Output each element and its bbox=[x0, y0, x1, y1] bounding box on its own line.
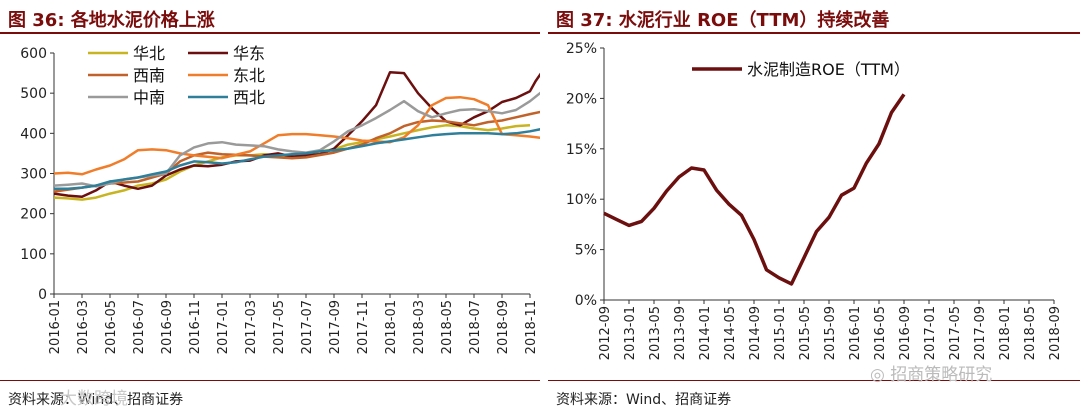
source-note: 资料来源：Wind、招商证券 bbox=[556, 392, 732, 408]
x-tick-label: 2018-01 bbox=[384, 300, 399, 354]
series-line-水泥制造ROE（TTM） bbox=[603, 93, 906, 286]
x-tick-label: 2018-07 bbox=[468, 300, 483, 354]
legend-label: 水泥制造ROE（TTM） bbox=[747, 60, 910, 79]
legend-label: 中南 bbox=[133, 88, 165, 107]
x-tick-label: 2012-09 bbox=[598, 306, 613, 360]
source-note: 资料来源：Wind、招商证券 bbox=[8, 392, 184, 408]
x-tick-label: 2017-03 bbox=[244, 300, 259, 354]
x-tick-label: 2017-05 bbox=[272, 300, 287, 354]
y-tick-label: 0% bbox=[575, 293, 597, 309]
x-tick-label: 2016-09 bbox=[160, 300, 175, 354]
chart-title-text: 水泥行业 ROE（TTM）持续改善 bbox=[618, 10, 890, 31]
legend-label: 华北 bbox=[133, 44, 165, 63]
y-tick-label: 25% bbox=[566, 41, 597, 57]
x-tick-label: 2017-01 bbox=[216, 300, 231, 354]
x-tick-label: 2016-05 bbox=[104, 300, 119, 354]
series-line-中南 bbox=[53, 91, 540, 188]
x-tick-label: 2018-05 bbox=[1023, 306, 1038, 360]
series-line-华北 bbox=[53, 124, 531, 201]
x-tick-label: 2018-01 bbox=[998, 306, 1013, 360]
x-tick-label: 2016-05 bbox=[873, 306, 888, 360]
chart-panel-roe: 图 37: 水泥行业 ROE（TTM）持续改善 0% 5% 10% 15% 20% 25%… bbox=[548, 0, 1080, 417]
wechat-icon: ◎ bbox=[870, 365, 885, 385]
title-rule bbox=[0, 32, 540, 34]
series-line-东北 bbox=[53, 95, 540, 176]
x-tick-label: 2016-07 bbox=[132, 300, 147, 354]
source-rule bbox=[0, 380, 540, 381]
roe-chart: 0% 5% 10% 15% 20% 25% 2012-09 2013-01 2013-05 201… bbox=[566, 41, 1063, 360]
source-rule bbox=[548, 380, 1080, 381]
x-tick-label: 2017-11 bbox=[356, 300, 371, 354]
watermark-right: ◎ 招商策略研究 bbox=[870, 360, 992, 385]
x-tick-label: 2013-05 bbox=[648, 306, 663, 360]
y-tick-label: 5% bbox=[575, 243, 597, 259]
x-tick-label: 2015-09 bbox=[823, 306, 838, 360]
chart-title-37: 图 37: 水泥行业 ROE（TTM）持续改善 bbox=[556, 6, 889, 32]
legend-label: 华东 bbox=[233, 44, 265, 63]
y-tick-label: 500 bbox=[20, 86, 47, 102]
y-tick-label: 200 bbox=[20, 207, 47, 223]
y-tick-label: 300 bbox=[20, 167, 47, 183]
legend-label: 西北 bbox=[233, 88, 265, 107]
x-tick-label: 2015-01 bbox=[773, 306, 788, 360]
x-tick-label: 2018-05 bbox=[440, 300, 455, 354]
series-line-西北 bbox=[54, 128, 540, 191]
x-tick-label: 2017-09 bbox=[328, 300, 343, 354]
x-tick-label: 2016-09 bbox=[898, 306, 913, 360]
x-tick-label: 2014-05 bbox=[723, 306, 738, 360]
title-rule bbox=[548, 32, 1080, 34]
legend-label: 东北 bbox=[233, 66, 265, 85]
legend-label: 西南 bbox=[133, 66, 165, 85]
x-tick-label: 2014-09 bbox=[748, 306, 763, 360]
chart-title-text: 各地水泥价格上涨 bbox=[70, 10, 215, 31]
y-tick-label: 0 bbox=[38, 287, 47, 303]
x-tick-label: 2017-05 bbox=[948, 306, 963, 360]
x-tick-label: 2017-09 bbox=[973, 306, 988, 360]
x-tick-label: 2018-09 bbox=[496, 300, 511, 354]
y-tick-label: 20% bbox=[566, 91, 597, 107]
figure-number: 图 37: bbox=[556, 10, 613, 31]
y-tick-label: 15% bbox=[566, 142, 597, 158]
cement-price-chart: 0 100 200 300 400 500 600 2016-01 2016-03 2016-05… bbox=[20, 44, 540, 354]
x-tick-label: 2017-01 bbox=[923, 306, 938, 360]
chart-panel-cement-prices: 图 36: 各地水泥价格上涨 0 100 200 300 400 500 600 2016-0… bbox=[0, 6, 540, 409]
x-tick-label: 2018-03 bbox=[412, 300, 427, 354]
x-tick-label: 2017-07 bbox=[300, 300, 315, 354]
y-tick-label: 400 bbox=[20, 126, 47, 142]
x-tick-label: 2018-09 bbox=[1048, 306, 1063, 360]
x-tick-label: 2016-01 bbox=[48, 300, 63, 354]
chart-title-36: 图 36: 各地水泥价格上涨 bbox=[8, 6, 215, 32]
x-tick-label: 2016-01 bbox=[848, 306, 863, 360]
y-tick-label: 100 bbox=[20, 247, 47, 263]
y-tick-label: 10% bbox=[566, 192, 597, 208]
figure-number: 图 36: bbox=[8, 10, 65, 31]
x-tick-label: 2015-05 bbox=[798, 306, 813, 360]
x-tick-label: 2016-03 bbox=[76, 300, 91, 354]
watermark-text: 招商策略研究 bbox=[890, 365, 993, 385]
x-tick-label: 2013-01 bbox=[623, 306, 638, 360]
x-tick-label: 2013-09 bbox=[673, 306, 688, 360]
watermark-left: 大数跨境 bbox=[60, 389, 128, 409]
y-tick-label: 600 bbox=[20, 46, 47, 62]
series-line-华东 bbox=[53, 71, 540, 199]
x-tick-label: 2018-11 bbox=[524, 300, 539, 354]
x-tick-label: 2014-01 bbox=[698, 306, 713, 360]
x-tick-label: 2016-11 bbox=[188, 300, 203, 354]
